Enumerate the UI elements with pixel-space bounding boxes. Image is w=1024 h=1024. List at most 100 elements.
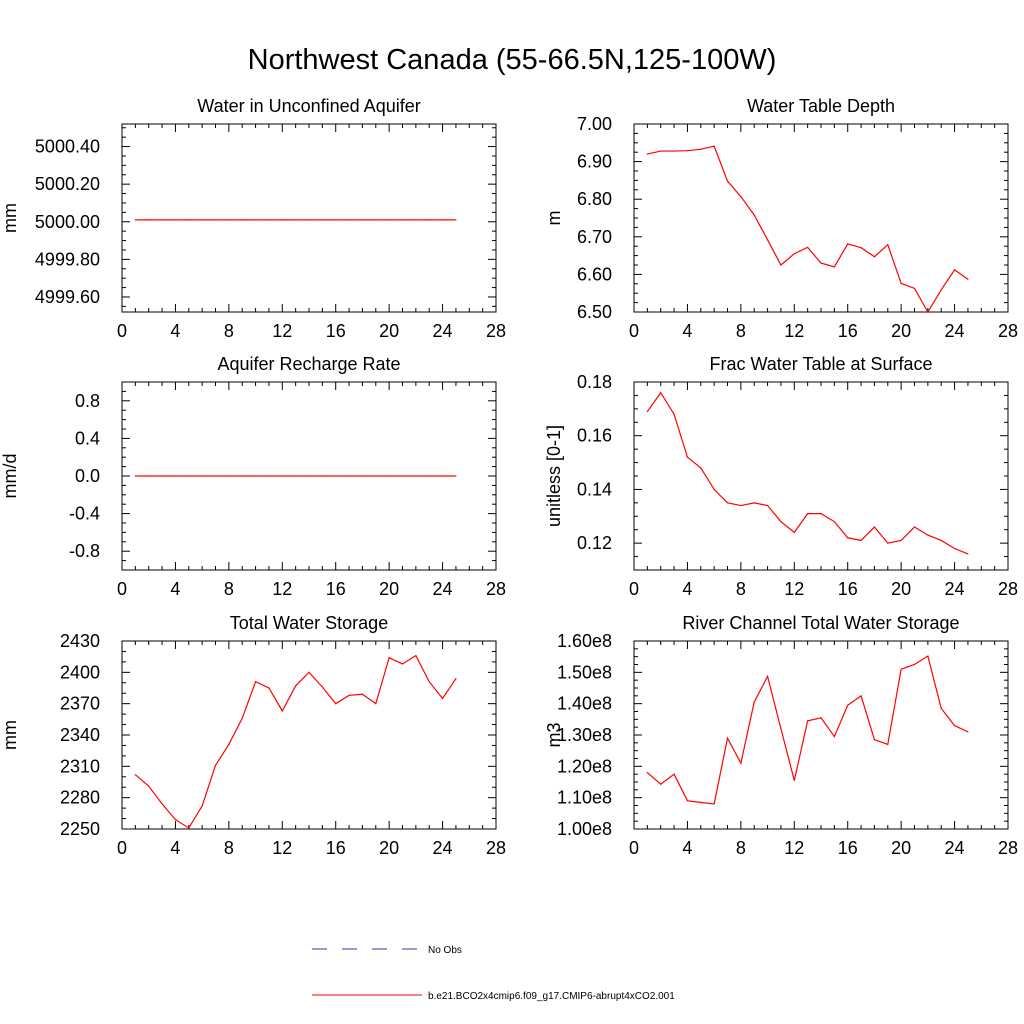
plot-frame: [633, 123, 1009, 313]
data-point: [335, 703, 337, 705]
data-point: [134, 774, 136, 776]
data-point: [726, 737, 729, 739]
y-tick-label: 0.8: [75, 391, 100, 411]
data-point: [953, 725, 956, 727]
data-point: [214, 475, 217, 477]
data-point: [807, 513, 809, 515]
data-point: [361, 475, 364, 477]
y-axis-label: m: [544, 211, 564, 226]
chart-panel-1: Water in Unconfined Aquifer 0 4 8 12 16 20 24 28…: [0, 96, 506, 341]
data-point: [148, 219, 150, 221]
y-tick-label: 1.60e8: [557, 631, 612, 651]
data-point: [673, 150, 675, 152]
data-point: [660, 783, 662, 785]
y-tick-label: 5000.40: [35, 137, 100, 157]
y-tick-label: 6.60: [577, 264, 612, 284]
x-tick-label: 24: [433, 838, 453, 858]
y-tick-label: 2250: [60, 819, 100, 839]
data-point: [375, 475, 377, 477]
x-tick-label: 28: [998, 321, 1018, 341]
x-tick-label: 4: [170, 579, 180, 599]
y-tick-label: -0.4: [69, 504, 100, 524]
y-tick-label: 1.20e8: [557, 756, 612, 776]
x-tick-label: 20: [891, 838, 911, 858]
y-tick-label: 2280: [60, 788, 100, 808]
data-point: [428, 219, 430, 221]
data-point: [375, 219, 377, 221]
x-tick-label: 0: [117, 838, 127, 858]
data-point: [887, 244, 889, 246]
data-point: [188, 219, 190, 221]
x-tick-label: 4: [170, 321, 180, 341]
y-tick-label: 2400: [60, 662, 100, 682]
chart-panel-4: Frac Water Table at Surface 0 4 8 12 16 20 24 28…: [544, 354, 1018, 599]
x-tick-label: 28: [486, 838, 506, 858]
data-point: [415, 475, 417, 477]
data-point: [873, 739, 876, 741]
data-point: [201, 475, 203, 477]
data-point: [953, 269, 956, 271]
data-point: [646, 772, 648, 774]
x-tick-label: 20: [379, 838, 399, 858]
data-point: [713, 488, 715, 491]
data-point: [308, 219, 310, 221]
data-point: [700, 801, 702, 803]
x-tick-label: 8: [224, 321, 234, 341]
data-point: [753, 701, 755, 703]
legend: No Obs b.e21.BCO2x4cmip6.f09_g17.CMIP6-a…: [312, 945, 675, 1002]
x-tick-label: 12: [784, 321, 804, 341]
y-tick-label: 6.50: [577, 302, 612, 322]
data-point: [646, 410, 648, 413]
data-point: [455, 678, 457, 680]
y-tick-label: 7.00: [577, 114, 612, 134]
y-tick-label: 0.4: [75, 428, 100, 448]
x-tick-label: 8: [224, 579, 234, 599]
x-tick-label: 8: [736, 579, 746, 599]
data-point: [335, 475, 337, 477]
x-tick-label: 4: [170, 838, 180, 858]
data-point: [913, 287, 916, 289]
panel-title: Aquifer Recharge Rate: [217, 354, 400, 374]
y-tick-label: 5000.20: [35, 174, 100, 194]
data-point: [686, 150, 689, 152]
x-tick-label: 0: [629, 321, 639, 341]
data-point: [295, 475, 297, 477]
y-axis-label: mm: [0, 720, 20, 750]
x-tick-label: 12: [272, 579, 292, 599]
data-point: [401, 663, 404, 665]
data-point: [940, 289, 942, 291]
data-point: [441, 697, 444, 700]
data-point: [174, 475, 177, 477]
x-tick-label: 0: [117, 579, 127, 599]
x-tick-label: 16: [326, 321, 346, 341]
x-tick-label: 20: [891, 579, 911, 599]
x-tick-label: 24: [433, 579, 453, 599]
data-point: [726, 502, 729, 504]
y-tick-label: 2430: [60, 631, 100, 651]
data-point: [686, 456, 689, 458]
data-point: [833, 266, 835, 268]
x-tick-label: 4: [682, 321, 692, 341]
data-point: [660, 392, 662, 394]
y-tick-label: 1.00e8: [557, 819, 612, 839]
data-point: [780, 728, 782, 730]
x-tick-label: 24: [945, 838, 965, 858]
data-point: [847, 704, 849, 706]
data-point: [660, 150, 662, 152]
data-point: [134, 475, 136, 477]
data-point: [281, 219, 283, 221]
data-point: [428, 475, 430, 477]
panel-title: River Channel Total Water Storage: [682, 613, 959, 633]
data-point: [793, 779, 795, 782]
data-point: [241, 475, 243, 477]
x-tick-label: 28: [998, 838, 1018, 858]
y-tick-label: 1.50e8: [557, 662, 612, 682]
data-point: [700, 148, 702, 150]
y-tick-label: 0.0: [75, 466, 100, 486]
data-point: [148, 785, 150, 787]
x-tick-label: 8: [224, 838, 234, 858]
data-point: [201, 219, 203, 221]
data-point: [740, 504, 742, 507]
data-point: [388, 657, 390, 659]
data-point: [375, 703, 377, 705]
